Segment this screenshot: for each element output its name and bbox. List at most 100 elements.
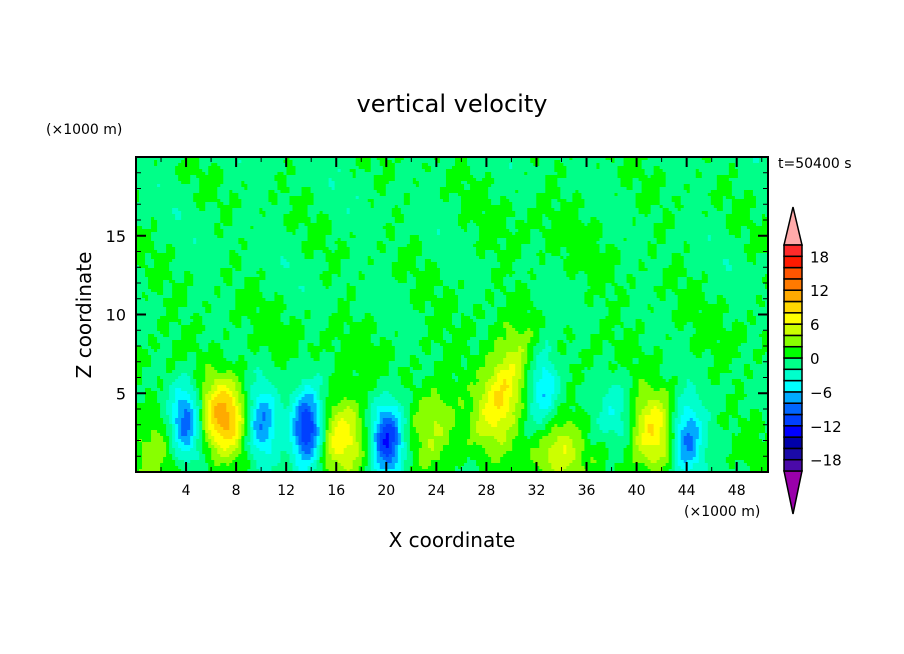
contour-cell (229, 427, 236, 431)
contour-cell (488, 328, 507, 332)
contour-cell (701, 277, 709, 281)
contour-cell (617, 295, 631, 299)
contour-cell (590, 421, 598, 425)
contour-cell (160, 433, 167, 437)
contour-cell (295, 430, 303, 434)
contour-cell (295, 427, 303, 431)
contour-cell (707, 421, 718, 425)
contour-cell (238, 394, 245, 398)
contour-cell (500, 247, 507, 251)
contour-cell (659, 442, 667, 446)
contour-cell (409, 406, 420, 410)
contour-cell (608, 388, 625, 392)
contour-cell (674, 292, 706, 296)
contour-cell (259, 274, 267, 278)
contour-cell (379, 436, 387, 440)
contour-cell (683, 328, 697, 332)
contour-cell (461, 319, 474, 323)
contour-cell (238, 409, 242, 413)
contour-cell (178, 466, 209, 470)
contour-cell (515, 220, 525, 224)
contour-cell (647, 241, 652, 245)
contour-cell (409, 436, 420, 440)
contour-cell (500, 265, 513, 269)
contour-cell (301, 403, 309, 407)
contour-cell (370, 163, 381, 167)
contour-cell (629, 286, 637, 290)
contour-cell (626, 289, 655, 293)
contour-cell (370, 406, 378, 410)
contour-cell (241, 322, 251, 326)
contour-cell (358, 469, 366, 473)
contour-cell (169, 442, 173, 446)
contour-cell (746, 337, 763, 341)
contour-cell (557, 439, 573, 443)
contour-cell (334, 346, 342, 350)
contour-cell (647, 304, 652, 308)
contour-cell (614, 325, 622, 329)
contour-cell (247, 241, 303, 245)
contour-cell (325, 442, 330, 446)
contour-cell (476, 460, 492, 464)
contour-cell (722, 202, 733, 206)
contour-cell (280, 319, 291, 323)
contour-cell (695, 388, 736, 392)
contour-cell (638, 382, 649, 386)
contour-cell (178, 433, 182, 437)
contour-cell (250, 388, 279, 392)
contour-cell (659, 370, 709, 374)
contour-cell (476, 178, 483, 182)
contour-cell (208, 169, 224, 173)
contour-cell (280, 457, 291, 461)
contour-cell (400, 466, 405, 470)
contour-cell (458, 283, 465, 287)
contour-cell (746, 316, 757, 320)
contour-cell (139, 469, 161, 473)
contour-cell (674, 214, 706, 218)
contour-cell (503, 394, 513, 398)
contour-cell (202, 424, 206, 428)
contour-cell (310, 217, 318, 221)
contour-cell (136, 406, 161, 410)
contour-cell (716, 175, 739, 179)
contour-cell (677, 328, 685, 332)
contour-cell (274, 412, 291, 416)
contour-cell (325, 253, 351, 257)
contour-cell (566, 385, 576, 389)
contour-cell (566, 352, 579, 356)
contour-cell (424, 310, 435, 314)
contour-cell (527, 394, 534, 398)
contour-cell (241, 316, 248, 320)
contour-cell (364, 454, 369, 458)
contour-cell (295, 415, 300, 419)
contour-cell (497, 379, 504, 383)
contour-cell (461, 199, 492, 203)
contour-cell (539, 340, 546, 344)
contour-cell (373, 460, 378, 464)
contour-cell (650, 304, 679, 308)
contour-cell (229, 445, 239, 449)
contour-cell (160, 346, 173, 350)
contour-cell (349, 331, 378, 335)
contour-cell (301, 454, 315, 458)
contour-cell (569, 406, 576, 410)
contour-cell (331, 340, 342, 344)
contour-cell (448, 433, 471, 437)
contour-cell (352, 370, 357, 374)
contour-cell (283, 160, 294, 164)
contour-cell (190, 316, 203, 320)
contour-cell (710, 349, 739, 353)
contour-cell (620, 181, 634, 185)
contour-cell (539, 403, 552, 407)
contour-cell (548, 460, 573, 464)
contour-cell (379, 412, 393, 416)
contour-cell (737, 433, 760, 437)
contour-cell (560, 403, 579, 407)
contour-cell (382, 439, 390, 443)
contour-cell (421, 442, 429, 446)
contour-cell (659, 364, 715, 368)
contour-cell (461, 226, 468, 230)
contour-cell (707, 469, 751, 473)
contour-cell (136, 373, 143, 377)
contour-cell (509, 403, 516, 407)
